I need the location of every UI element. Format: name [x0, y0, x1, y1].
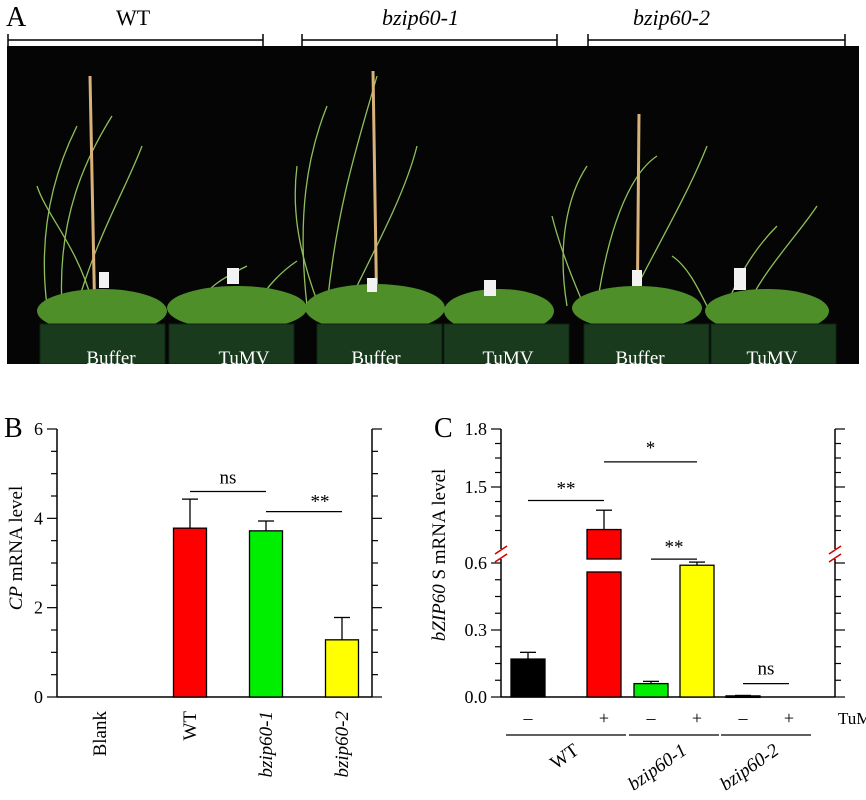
bar — [586, 528, 622, 560]
bar — [679, 564, 715, 698]
genotype-brackets — [7, 34, 846, 46]
plant-illustration — [36, 70, 837, 364]
bar — [586, 571, 622, 698]
pot-label-tumv-wt: TuMV — [218, 348, 270, 364]
y-tick-label: 0.6 — [465, 553, 488, 573]
treatment-mark: – — [646, 708, 657, 728]
bar — [324, 639, 360, 698]
pot-label-tumv-bzip60-1: TuMV — [482, 348, 534, 364]
significance-label: ns — [758, 659, 775, 680]
significance-label: ** — [665, 537, 684, 558]
y-tick-label: 2 — [34, 598, 43, 618]
axis-break-mark — [828, 545, 842, 555]
y-tick-label: 0.3 — [465, 620, 488, 640]
bar — [172, 527, 208, 698]
group-label: bzip60-1 — [624, 740, 691, 795]
treatment-mark: + — [599, 708, 609, 728]
bar — [633, 682, 669, 698]
bar — [725, 695, 761, 699]
genotype-label-bzip60-1: bzip60-1 — [382, 5, 459, 30]
pot-label-buffer-bzip60-2: Buffer — [615, 348, 665, 364]
pot-label-tumv-bzip60-2: TuMV — [746, 348, 798, 364]
x-tick-label: WT — [180, 711, 201, 741]
bzip60-mrna-chart: bZIP60 S mRNA level 0.00.30.61.51.8*****… — [429, 419, 866, 796]
panel-a-letter: A — [6, 2, 27, 33]
bar — [248, 530, 284, 698]
axis-break-mark — [828, 553, 842, 563]
x-tick-label: bzip60-2 — [332, 711, 353, 778]
bar — [510, 658, 546, 698]
significance-label: ** — [311, 492, 330, 513]
y-tick-label: 1.8 — [465, 419, 488, 439]
panel-b-letter: B — [4, 413, 23, 444]
group-label: bzip60-2 — [716, 740, 783, 796]
x-tick-label: bzip60-1 — [256, 711, 277, 778]
plant-photo: Buffer TuMV Buffer TuMV Buffer TuMV — [7, 46, 859, 364]
pot-label-buffer-wt: Buffer — [86, 348, 136, 364]
y-tick-label: 4 — [34, 508, 43, 528]
group-label: WT — [547, 740, 584, 774]
treatment-mark: – — [738, 708, 749, 728]
y-tick-label: 0.0 — [465, 687, 488, 707]
y-axis-label: CP mRNA level — [6, 486, 27, 611]
y-tick-label: 6 — [34, 419, 43, 439]
cp-mrna-chart: CP mRNA level 0 2 4 6 Blank WT bzip60-1 bzip60-… — [6, 419, 382, 778]
y-tick-label: 0 — [34, 687, 43, 707]
y-tick-label: 1.5 — [465, 477, 488, 497]
axis-break-mark — [494, 553, 508, 563]
treatment-mark: + — [784, 708, 794, 728]
y-axis-label: bZIP60 S mRNA level — [429, 469, 450, 642]
x-tick-label: Blank — [90, 711, 111, 757]
treatment-mark: – — [523, 708, 534, 728]
genotype-label-bzip60-2: bzip60-2 — [633, 5, 710, 30]
axis-break-mark — [494, 545, 508, 555]
genotype-label-wt: WT — [116, 5, 151, 30]
panel-c-letter: C — [434, 413, 453, 444]
significance-label: ** — [557, 479, 576, 500]
treatment-label: TuMV — [838, 709, 866, 728]
treatment-mark: + — [692, 708, 702, 728]
pot-label-buffer-bzip60-1: Buffer — [351, 348, 401, 364]
significance-label: ns — [220, 468, 237, 489]
significance-label: * — [646, 438, 656, 459]
